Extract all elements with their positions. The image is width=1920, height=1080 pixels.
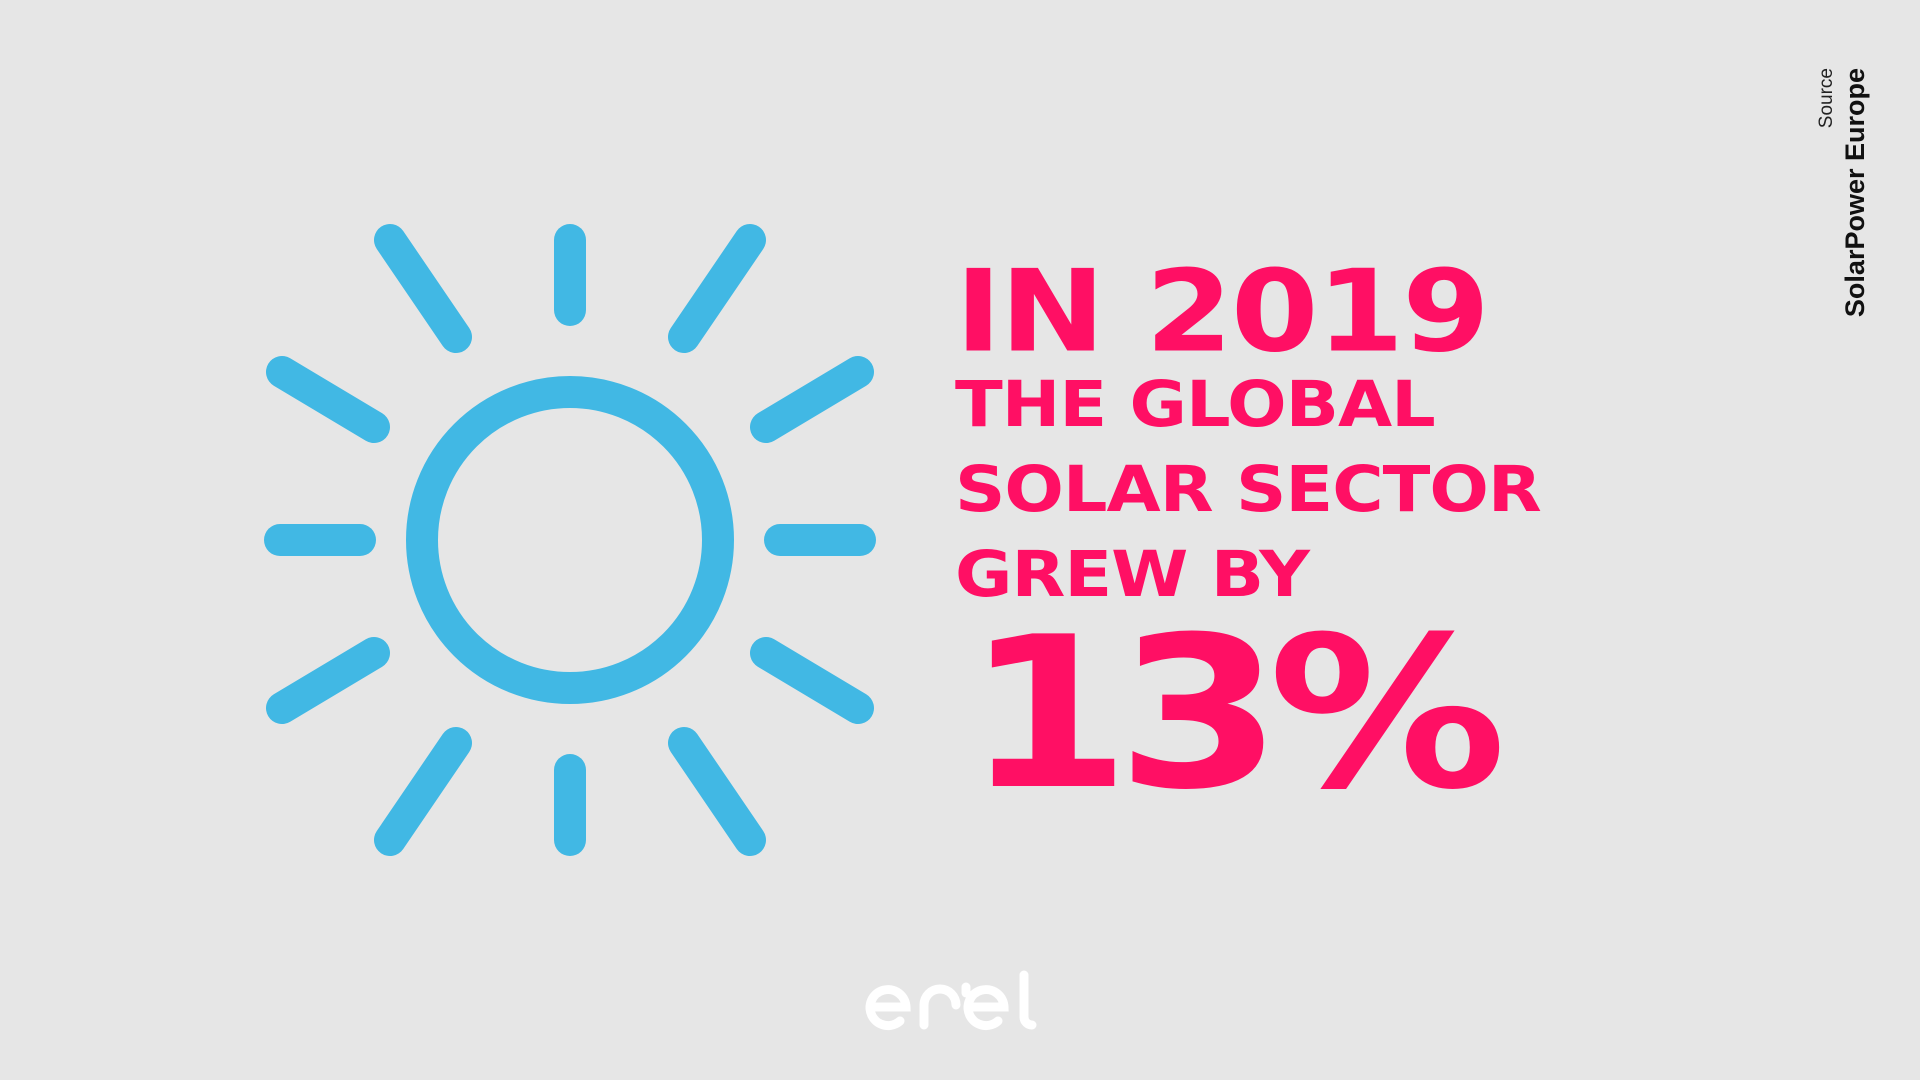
sun-ray xyxy=(266,637,390,724)
sun-ray xyxy=(374,727,472,856)
sun-ray xyxy=(668,224,766,353)
source-label: Source xyxy=(1816,68,1837,129)
headline-line-2: THE GLOBAL xyxy=(955,367,1436,442)
source-name: SolarPower Europe xyxy=(1840,68,1870,318)
headline-year: IN 2019 xyxy=(955,245,1490,378)
sun-ray xyxy=(750,637,874,724)
sun-icon xyxy=(264,224,876,856)
sun-ray xyxy=(266,356,390,443)
headline: IN 2019 THE GLOBAL SOLAR SECTOR GREW BY … xyxy=(955,245,1542,848)
headline-line-3: SOLAR SECTOR xyxy=(955,452,1542,527)
enel-logo xyxy=(865,970,1037,1031)
headline-line-4: GREW BY xyxy=(955,537,1310,612)
source-credit: Source SolarPower Europe xyxy=(1815,68,1875,348)
sun-ray xyxy=(668,727,766,856)
sun-ray xyxy=(750,356,874,443)
sun-ray xyxy=(374,224,472,353)
headline-percentage: 13% xyxy=(965,592,1507,837)
sun-disc xyxy=(406,376,734,704)
